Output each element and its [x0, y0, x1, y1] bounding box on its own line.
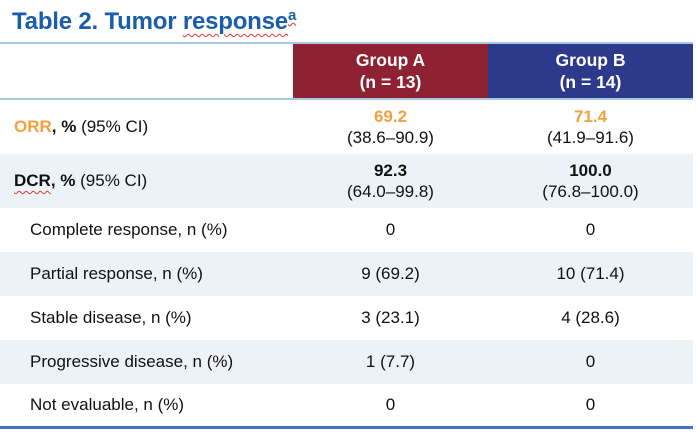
group-a-n: (n = 13)	[359, 72, 422, 92]
page-title: Table 2. Tumor responsea	[0, 0, 696, 37]
stable-disease-label: Stable disease, n (%)	[30, 308, 192, 327]
title-footnote-superscript: a	[287, 7, 297, 24]
orr-label: ORR, % (95% CI)	[0, 117, 293, 137]
dcr-acronym: DCR	[14, 171, 51, 190]
header-empty-cell	[0, 44, 293, 98]
complete-response-label: Complete response, n (%)	[30, 220, 228, 239]
orr-group-b-value: 71.4	[573, 107, 608, 126]
row-partial-response: Partial response, n (%) 9 (69.2) 10 (71.…	[0, 252, 693, 296]
orr-ci-suffix: (95% CI)	[76, 117, 149, 136]
row-not-evaluable: Not evaluable, n (%) 0 0	[0, 384, 693, 426]
dcr-ci-suffix: (95% CI)	[75, 171, 148, 190]
dcr-group-a-ci: (64.0–99.8)	[347, 182, 434, 201]
orr-acronym: ORR	[14, 117, 52, 136]
row-stable-disease: Stable disease, n (%) 3 (23.1) 4 (28.6)	[0, 296, 693, 340]
dcr-bold-suffix: , %	[50, 171, 76, 190]
dcr-group-b-ci: (76.8–100.0)	[542, 182, 639, 201]
partial-response-label: Partial response, n (%)	[30, 264, 203, 283]
tumor-response-table: Group A (n = 13) Group B (n = 14) ORR, %…	[0, 42, 693, 429]
group-b-name: Group B	[555, 50, 626, 70]
complete-response-group-a: 0	[385, 220, 396, 239]
stable-disease-group-a: 3 (23.1)	[361, 308, 420, 327]
not-evaluable-group-b: 0	[585, 395, 596, 414]
table-header-row: Group A (n = 13) Group B (n = 14)	[0, 44, 693, 100]
row-complete-response: Complete response, n (%) 0 0	[0, 208, 693, 252]
orr-bold-suffix: , %	[51, 117, 77, 136]
title-text: Table 2. Tumor	[12, 8, 183, 35]
dcr-label: DCR, % (95% CI)	[0, 171, 293, 191]
complete-response-group-b: 0	[585, 220, 596, 239]
partial-response-group-b: 10 (71.4)	[556, 264, 625, 283]
partial-response-group-a: 9 (69.2)	[361, 264, 420, 283]
dcr-group-b-value: 100.0	[569, 161, 612, 180]
row-dcr: DCR, % (95% CI) 92.3 (64.0–99.8) 100.0 (…	[0, 154, 693, 208]
stable-disease-group-b: 4 (28.6)	[561, 308, 620, 327]
title-misspelled-word: response	[182, 8, 288, 35]
dcr-group-a-value: 92.3	[373, 161, 408, 180]
orr-group-b-cell: 71.4 (41.9–91.6)	[488, 106, 693, 148]
group-a-name: Group A	[355, 50, 426, 70]
header-group-b: Group B (n = 14)	[488, 44, 693, 98]
dcr-group-a-cell: 92.3 (64.0–99.8)	[293, 160, 488, 202]
row-progressive-disease: Progressive disease, n (%) 1 (7.7) 0	[0, 340, 693, 384]
not-evaluable-label: Not evaluable, n (%)	[30, 395, 185, 414]
orr-group-a-value: 69.2	[373, 107, 408, 126]
orr-group-a-ci: (38.6–90.9)	[347, 128, 434, 147]
orr-group-b-ci: (41.9–91.6)	[547, 128, 634, 147]
header-group-a: Group A (n = 13)	[293, 44, 488, 98]
progressive-disease-group-a: 1 (7.7)	[365, 352, 416, 371]
group-b-n: (n = 14)	[559, 72, 622, 92]
progressive-disease-label: Progressive disease, n (%)	[30, 352, 234, 371]
orr-group-a-cell: 69.2 (38.6–90.9)	[293, 106, 488, 148]
dcr-group-b-cell: 100.0 (76.8–100.0)	[488, 160, 693, 202]
row-orr: ORR, % (95% CI) 69.2 (38.6–90.9) 71.4 (4…	[0, 100, 693, 154]
progressive-disease-group-b: 0	[585, 352, 596, 371]
not-evaluable-group-a: 0	[385, 395, 396, 414]
